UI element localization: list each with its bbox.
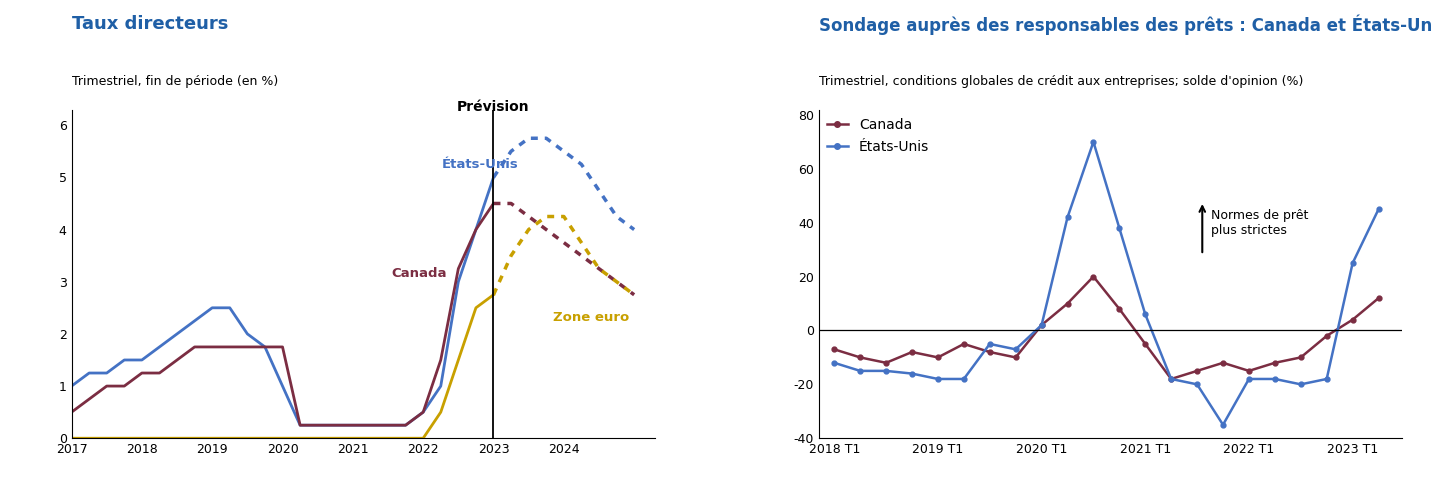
Text: Zone euro: Zone euro	[554, 311, 630, 324]
Text: Trimestriel, fin de période (en %): Trimestriel, fin de période (en %)	[72, 75, 278, 88]
Text: États-Unis: États-Unis	[442, 158, 519, 171]
Text: Canada: Canada	[392, 266, 446, 279]
Legend: Canada, États-Unis: Canada, États-Unis	[821, 113, 934, 160]
Text: Normes de prêt
plus strictes: Normes de prêt plus strictes	[1211, 209, 1308, 237]
Text: Taux directeurs: Taux directeurs	[72, 15, 228, 33]
Text: Prévision: Prévision	[456, 100, 529, 114]
Text: Trimestriel, conditions globales de crédit aux entreprises; solde d'opinion (%): Trimestriel, conditions globales de créd…	[819, 75, 1304, 88]
Text: Sondage auprès des responsables des prêts : Canada et États-Unis: Sondage auprès des responsables des prêt…	[819, 15, 1431, 35]
